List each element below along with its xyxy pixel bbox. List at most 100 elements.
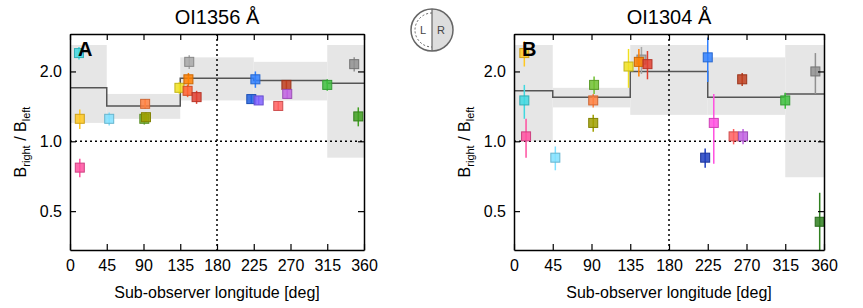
data-point bbox=[75, 114, 84, 123]
y-axis-title: Bright / Bleft bbox=[456, 107, 476, 178]
tick: 0.5 bbox=[484, 203, 520, 220]
tick-mark bbox=[708, 34, 709, 40]
tick bbox=[708, 34, 709, 40]
plot-area bbox=[514, 34, 824, 250]
data-point bbox=[175, 83, 184, 92]
tick-label: 0.5 bbox=[40, 203, 62, 220]
tick-label: 45 bbox=[98, 257, 116, 274]
view-icon: LR bbox=[411, 9, 453, 51]
tick: 90 bbox=[583, 244, 601, 274]
tick-label: 0 bbox=[66, 257, 75, 274]
tick bbox=[358, 141, 364, 142]
tick-label: 180 bbox=[656, 257, 683, 274]
tick-mark bbox=[107, 34, 108, 40]
tick: 270 bbox=[734, 244, 761, 274]
tick-label: 1.0 bbox=[484, 133, 506, 150]
panel: 045901351802252703153600.51.02.0OI1304 Å… bbox=[456, 6, 838, 301]
tick-mark bbox=[630, 244, 631, 250]
tick-mark bbox=[254, 244, 255, 250]
tick-label: 135 bbox=[167, 257, 194, 274]
data-point bbox=[354, 112, 363, 121]
tick-mark bbox=[818, 71, 824, 72]
tick-mark bbox=[591, 244, 592, 250]
data-point bbox=[522, 132, 531, 141]
tick-mark bbox=[746, 34, 747, 40]
tick-mark bbox=[70, 141, 76, 142]
data-point bbox=[589, 96, 598, 105]
tick: 315 bbox=[314, 244, 341, 274]
tick: 270 bbox=[278, 244, 305, 274]
tick: 45 bbox=[544, 244, 562, 274]
tick-mark bbox=[708, 244, 709, 250]
tick-mark bbox=[70, 211, 76, 212]
tick-label: 135 bbox=[617, 257, 644, 274]
reference-line bbox=[668, 34, 670, 250]
plot-area bbox=[70, 34, 364, 250]
tick bbox=[630, 34, 631, 40]
data-point bbox=[590, 80, 599, 89]
tick: 315 bbox=[772, 244, 799, 274]
title: OI1356 Å bbox=[175, 6, 260, 28]
tick bbox=[785, 34, 786, 40]
uncertainty-band bbox=[708, 57, 786, 114]
tick-mark bbox=[290, 244, 291, 250]
tick-mark bbox=[785, 244, 786, 250]
tick: 135 bbox=[617, 244, 644, 274]
step-line bbox=[70, 78, 364, 106]
axis-line bbox=[364, 35, 366, 251]
tick: 0.5 bbox=[40, 203, 76, 220]
data-point bbox=[105, 114, 114, 123]
tick bbox=[818, 141, 824, 142]
tick-mark bbox=[217, 244, 218, 250]
axis-line bbox=[70, 35, 72, 251]
tick-label: 315 bbox=[314, 257, 341, 274]
tick-label: 90 bbox=[135, 257, 153, 274]
tick: 180 bbox=[656, 244, 683, 274]
tick-mark bbox=[669, 34, 670, 40]
tick-mark bbox=[358, 71, 364, 72]
tick-mark bbox=[358, 141, 364, 142]
data-point bbox=[709, 118, 718, 127]
tick-label: 45 bbox=[544, 257, 562, 274]
data-point bbox=[254, 96, 263, 105]
data-point bbox=[739, 132, 748, 141]
tick-label: 360 bbox=[351, 257, 378, 274]
tick: 2.0 bbox=[40, 63, 76, 80]
title: OI1304 Å bbox=[627, 6, 712, 28]
y-axis-title: Bright / Bleft bbox=[12, 107, 32, 178]
data-point bbox=[184, 75, 193, 84]
tick bbox=[180, 34, 181, 40]
tick-label: 270 bbox=[278, 257, 305, 274]
tick-mark bbox=[818, 211, 824, 212]
x-axis-title: Sub-observer longitude [deg] bbox=[566, 284, 771, 301]
tick bbox=[358, 211, 364, 212]
tick-mark bbox=[746, 244, 747, 250]
data-point bbox=[729, 132, 738, 141]
tick bbox=[747, 34, 748, 40]
tick bbox=[217, 34, 218, 40]
data-point bbox=[643, 60, 652, 69]
tick-mark bbox=[785, 34, 786, 40]
tick bbox=[358, 71, 364, 72]
tick-label: 270 bbox=[734, 257, 761, 274]
tick-mark bbox=[358, 211, 364, 212]
tick-mark bbox=[818, 141, 824, 142]
data-point bbox=[520, 96, 529, 105]
tick-label: 1.0 bbox=[40, 133, 62, 150]
data-point bbox=[283, 89, 292, 98]
data-point bbox=[703, 53, 712, 62]
tick-label: 0 bbox=[510, 257, 519, 274]
tick-mark bbox=[327, 34, 328, 40]
icon-label: R bbox=[437, 24, 445, 36]
data-point bbox=[589, 118, 598, 127]
data-point bbox=[551, 153, 560, 162]
tick-mark bbox=[254, 34, 255, 40]
uncertainty-band bbox=[785, 45, 824, 177]
data-point bbox=[323, 80, 332, 89]
tick-label: 2.0 bbox=[40, 63, 62, 80]
data-point bbox=[274, 101, 283, 110]
tick-label: 0.5 bbox=[484, 203, 506, 220]
data-point bbox=[781, 96, 790, 105]
tick-mark bbox=[143, 244, 144, 250]
tick: 225 bbox=[695, 244, 722, 274]
